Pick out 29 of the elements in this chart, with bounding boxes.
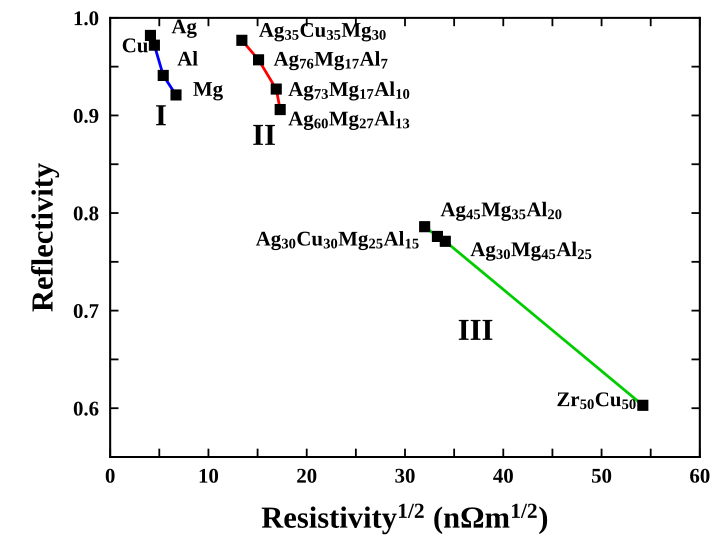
x-axis-title: Resistivity$^{1/2}$ (nΩm$^{1/2}$): [262, 504, 548, 534]
annotation: Ag$_{73}$Mg$_{17}$Al$_{10}$: [288, 81, 410, 100]
y-tick-label: 1.0: [74, 11, 98, 26]
x-tick-label: 30: [395, 468, 415, 483]
x-tick-label: 40: [493, 468, 513, 483]
annotation: II: [253, 124, 275, 145]
x-tick-label: 0: [106, 468, 115, 483]
annotation: Ag: [172, 20, 197, 38]
y-tick-label: 0.9: [74, 108, 98, 123]
annotation: Zr$_{50}$Cu$_{50}$: [557, 392, 636, 410]
annotation: Ag$_{30}$Cu$_{30}$Mg$_{25}$Al$_{15}$: [256, 231, 419, 250]
annotation: Ag$_{60}$Mg$_{27}$Al$_{13}$: [288, 110, 410, 130]
x-tick-label: 50: [592, 468, 612, 483]
annotation: Ag$_{45}$Mg$_{35}$Al$_{20}$: [440, 202, 562, 221]
y-axis-title: Reflectivity: [31, 163, 60, 312]
annotation: I: [156, 105, 166, 126]
y-tick-label: 0.6: [74, 402, 98, 416]
x-tick-label: 10: [200, 468, 218, 483]
y-tick-label: 0.8: [74, 206, 98, 221]
annotation: Mg: [193, 82, 223, 100]
x-tick-label: 60: [690, 468, 710, 483]
annotation: Ag$_{76}$Mg$_{17}$Al$_{7}$: [274, 51, 388, 70]
y-tick-label: 0.7: [74, 304, 99, 318]
annotation: Al: [177, 50, 198, 66]
annotation: Ag$_{30}$Mg$_{45}$Al$_{25}$: [470, 242, 592, 261]
annotation: III: [458, 320, 492, 340]
annotation: Cu: [122, 38, 148, 52]
x-tick-label: 20: [297, 468, 316, 483]
annotation: Ag$_{35}$Cu$_{35}$Mg$_{30}$: [259, 23, 386, 42]
